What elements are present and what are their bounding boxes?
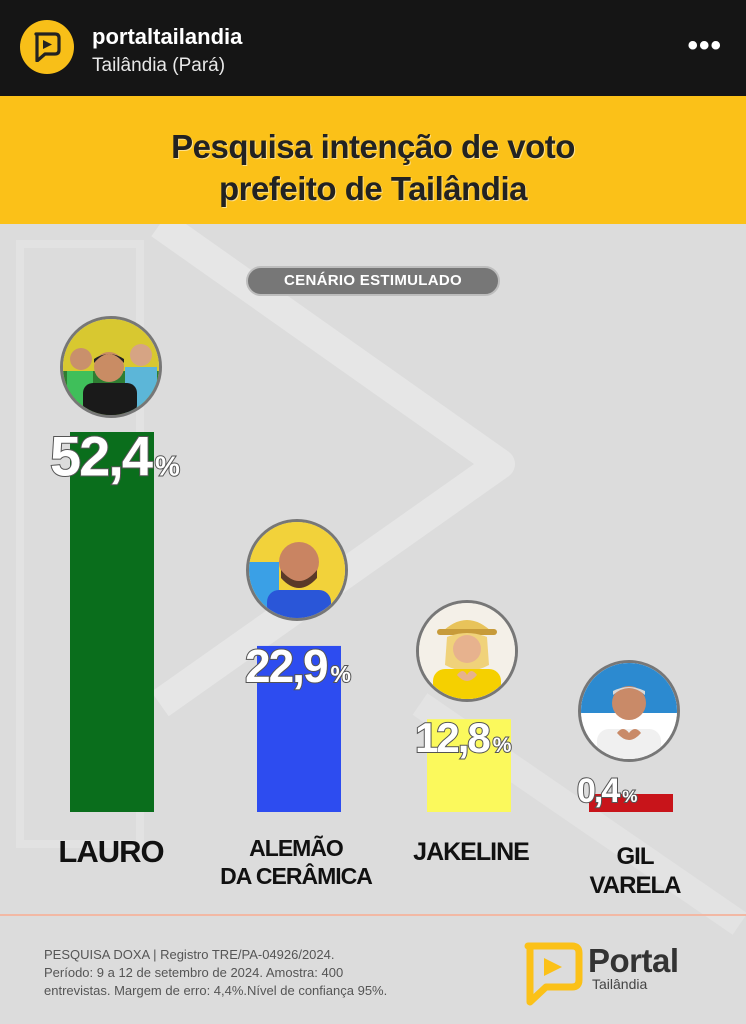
title-band: Pesquisa intenção de voto prefeito de Ta… bbox=[0, 96, 746, 224]
footer-divider bbox=[0, 914, 746, 916]
more-horizontal-icon[interactable]: ••• bbox=[687, 29, 722, 62]
candidate-name-alemao: ALEMÃO DA CERÂMICA bbox=[220, 835, 373, 889]
portal-logo-icon bbox=[34, 32, 61, 62]
bar-lauro bbox=[70, 432, 154, 812]
candidate-name-gil: GIL VARELA bbox=[589, 843, 682, 899]
value-label-gil: 0,4% bbox=[577, 772, 637, 810]
bar-jakeline bbox=[427, 719, 511, 812]
post-header: portaltailandia Tailândia (Pará) ••• bbox=[0, 0, 746, 96]
bar-alemao bbox=[257, 645, 341, 812]
profile-avatar[interactable] bbox=[20, 20, 74, 74]
value-label-lauro: 52,4% bbox=[50, 425, 180, 488]
portal-logo-icon bbox=[524, 942, 583, 1006]
location[interactable]: Tailândia (Pará) bbox=[92, 55, 226, 76]
value-label-alemao: 22,9% bbox=[245, 640, 351, 692]
candidate-photo-gil bbox=[578, 660, 680, 762]
logo-subtitle: Tailândia bbox=[592, 976, 648, 992]
bar-gil bbox=[589, 794, 673, 812]
scenario-badge: CENÁRIO ESTIMULADO bbox=[246, 266, 500, 296]
value-label-jakeline: 12,8% bbox=[415, 714, 512, 761]
post-image: Pesquisa intenção de voto prefeito de Ta… bbox=[0, 96, 746, 1024]
post-title-line2: prefeito de Tailândia bbox=[219, 170, 527, 207]
candidate-photo-alemao bbox=[246, 519, 348, 621]
candidate-photo-lauro bbox=[60, 316, 162, 418]
candidate-name-lauro: LAURO bbox=[58, 834, 164, 869]
username[interactable]: portaltailandia bbox=[92, 24, 243, 49]
survey-source: PESQUISA DOXA | Registro TRE/PA-04926/20… bbox=[44, 947, 388, 998]
candidate-photo-jakeline bbox=[416, 600, 518, 702]
logo-name: Portal bbox=[588, 942, 679, 979]
bar-chart: 52,4 % 22,9 % 12,8 % 0,4% bbox=[49, 424, 673, 812]
post-title-line1: Pesquisa intenção de voto bbox=[171, 128, 575, 165]
candidate-name-jakeline: JAKELINE bbox=[413, 838, 530, 866]
